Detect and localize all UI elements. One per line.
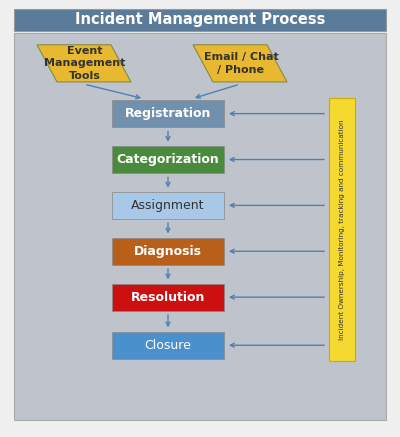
Text: Diagnosis: Diagnosis	[134, 245, 202, 258]
FancyBboxPatch shape	[329, 98, 355, 361]
FancyBboxPatch shape	[112, 100, 224, 127]
FancyBboxPatch shape	[112, 192, 224, 219]
Text: Registration: Registration	[125, 107, 211, 120]
Text: Categorization: Categorization	[117, 153, 219, 166]
FancyBboxPatch shape	[112, 238, 224, 265]
FancyBboxPatch shape	[112, 284, 224, 311]
Polygon shape	[37, 45, 131, 82]
Text: Resolution: Resolution	[131, 291, 205, 304]
FancyBboxPatch shape	[112, 146, 224, 173]
Text: Closure: Closure	[144, 339, 192, 352]
Text: Incident Ownership, Monitoring, tracking and communication: Incident Ownership, Monitoring, tracking…	[339, 119, 345, 340]
Text: Email / Chat
/ Phone: Email / Chat / Phone	[204, 52, 278, 75]
Polygon shape	[193, 45, 287, 82]
FancyBboxPatch shape	[112, 332, 224, 359]
FancyBboxPatch shape	[14, 9, 386, 31]
Text: Event
Management
Tools: Event Management Tools	[44, 46, 126, 81]
FancyBboxPatch shape	[14, 33, 386, 420]
Text: Incident Management Process: Incident Management Process	[75, 12, 325, 27]
Text: Assignment: Assignment	[131, 199, 205, 212]
